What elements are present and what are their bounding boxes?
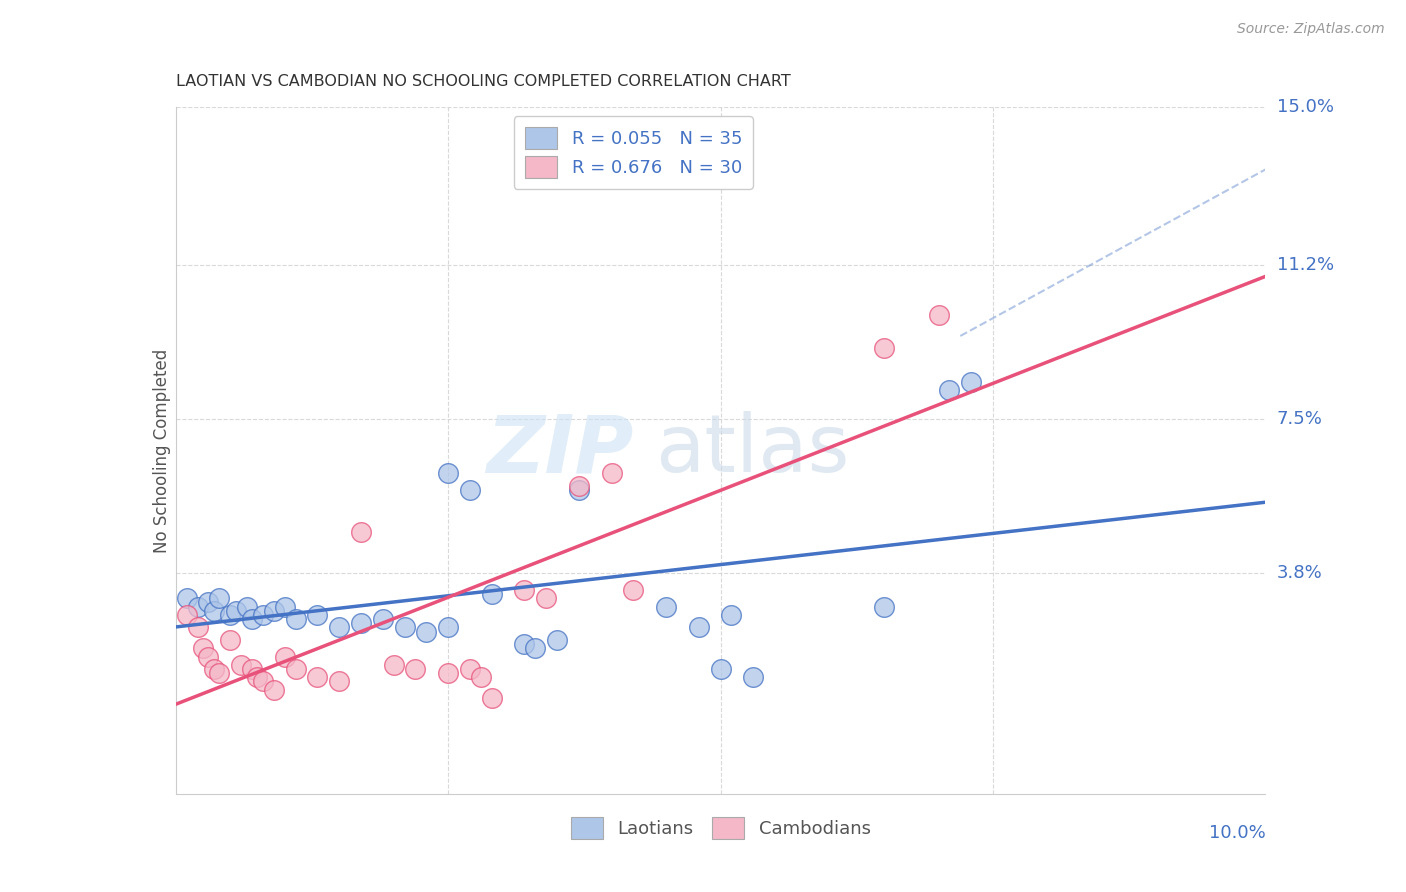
Point	[202, 662, 225, 676]
Point	[252, 674, 274, 689]
Point	[481, 691, 503, 706]
Point	[263, 604, 285, 618]
Point	[231, 657, 253, 672]
Point	[240, 662, 263, 676]
Point	[328, 674, 350, 689]
Point	[202, 604, 225, 618]
Point	[197, 649, 219, 664]
Legend: Laotians, Cambodians: Laotians, Cambodians	[564, 810, 877, 847]
Y-axis label: No Schooling Completed: No Schooling Completed	[153, 349, 172, 552]
Point	[382, 657, 405, 672]
Point	[600, 467, 623, 481]
Point	[873, 599, 896, 614]
Point	[437, 620, 460, 634]
Point	[513, 582, 536, 597]
Point	[284, 612, 307, 626]
Text: ZIP: ZIP	[486, 411, 633, 490]
Point	[742, 670, 765, 684]
Point	[263, 682, 285, 697]
Point	[534, 591, 557, 606]
Point	[928, 308, 950, 322]
Point	[186, 599, 209, 614]
Text: atlas: atlas	[655, 411, 849, 490]
Point	[371, 612, 394, 626]
Point	[470, 670, 492, 684]
Point	[394, 620, 416, 634]
Point	[655, 599, 678, 614]
Point	[284, 662, 307, 676]
Point	[240, 612, 263, 626]
Point	[710, 662, 733, 676]
Point	[938, 383, 960, 397]
Point	[458, 483, 481, 497]
Point	[274, 599, 297, 614]
Point	[186, 620, 209, 634]
Point	[415, 624, 437, 639]
Point	[176, 607, 198, 622]
Point	[246, 670, 269, 684]
Point	[328, 620, 350, 634]
Point	[568, 479, 591, 493]
Point	[307, 670, 329, 684]
Point	[568, 483, 591, 497]
Point	[208, 666, 231, 681]
Point	[350, 524, 373, 539]
Text: 11.2%: 11.2%	[1277, 256, 1334, 274]
Point	[197, 595, 219, 609]
Point	[513, 637, 536, 651]
Text: LAOTIAN VS CAMBODIAN NO SCHOOLING COMPLETED CORRELATION CHART: LAOTIAN VS CAMBODIAN NO SCHOOLING COMPLE…	[176, 74, 790, 89]
Point	[481, 587, 503, 601]
Point	[350, 616, 373, 631]
Point	[873, 342, 896, 356]
Point	[437, 467, 460, 481]
Point	[960, 375, 983, 389]
Point	[307, 607, 329, 622]
Point	[458, 662, 481, 676]
Point	[219, 607, 242, 622]
Point	[688, 620, 710, 634]
Point	[208, 591, 231, 606]
Text: 10.0%: 10.0%	[1209, 824, 1265, 842]
Point	[191, 641, 214, 656]
Point	[274, 649, 297, 664]
Point	[252, 607, 274, 622]
Text: Source: ZipAtlas.com: Source: ZipAtlas.com	[1237, 22, 1385, 37]
Text: 3.8%: 3.8%	[1277, 565, 1322, 582]
Point	[219, 632, 242, 647]
Point	[546, 632, 568, 647]
Text: 15.0%: 15.0%	[1277, 98, 1333, 116]
Point	[621, 582, 644, 597]
Point	[176, 591, 198, 606]
Point	[225, 604, 247, 618]
Point	[405, 662, 427, 676]
Point	[235, 599, 257, 614]
Point	[437, 666, 460, 681]
Text: 7.5%: 7.5%	[1277, 410, 1323, 428]
Point	[524, 641, 547, 656]
Point	[720, 607, 742, 622]
